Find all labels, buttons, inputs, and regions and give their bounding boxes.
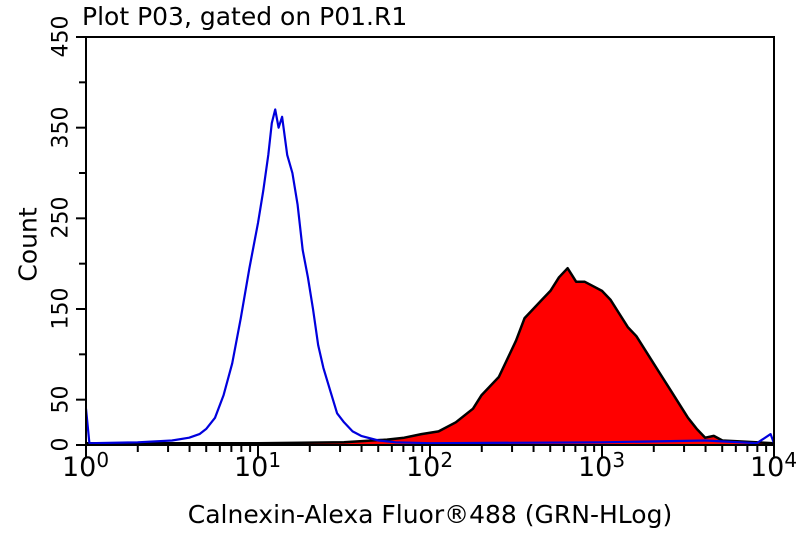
filled-histogram-outline <box>86 266 775 445</box>
x-tick-label: 103 <box>578 448 626 483</box>
x-tick-label: 104 <box>750 448 798 483</box>
x-tick-label: 100 <box>62 448 110 483</box>
y-tick-label: 50 <box>48 385 74 414</box>
filled-histogram-area <box>86 268 774 445</box>
chart-title: Plot P03, gated on P01.R1 <box>82 2 408 31</box>
y-tick-label: 150 <box>48 287 74 330</box>
x-tick-label: 102 <box>406 448 454 483</box>
control-histogram-line <box>84 108 776 445</box>
x-tick-label: 101 <box>234 448 282 483</box>
y-tick-label: 450 <box>48 15 74 58</box>
y-axis-label: Count <box>13 207 43 282</box>
y-tick-label: 350 <box>48 106 74 149</box>
y-tick-label: 250 <box>48 196 74 239</box>
plot-frame <box>85 36 775 446</box>
x-axis-label: Calnexin-Alexa Fluor®488 (GRN-HLog) <box>187 500 673 529</box>
